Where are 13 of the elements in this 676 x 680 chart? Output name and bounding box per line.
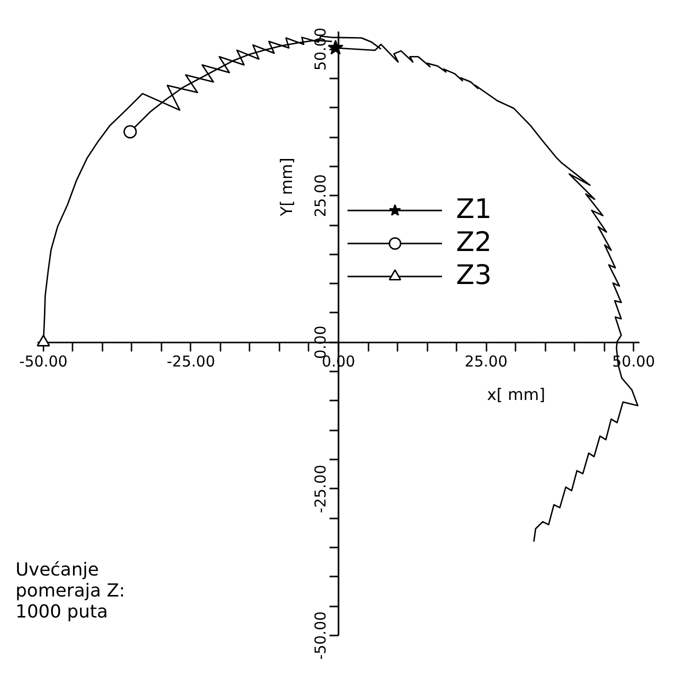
legend-label: Z3 [456, 260, 492, 291]
x-axis-title: x[ mm] [486, 384, 546, 404]
x-tick-label: -25.00 [166, 352, 216, 370]
y-tick-label: -25.00 [312, 464, 330, 514]
y-tick-label: 25.00 [312, 174, 330, 218]
annotation: Uvećanje pomeraja Z: 1000 puta [16, 559, 126, 622]
x-tick-label: 25.00 [464, 352, 508, 370]
y-tick-label: -50.00 [312, 611, 330, 660]
y-axis-title: Y[ mm] [277, 158, 296, 218]
legend-label: Z1 [456, 194, 492, 225]
legend-label: Z2 [456, 227, 492, 258]
y-tick-label: 50.00 [312, 28, 330, 71]
x-tick-label: -50.00 [19, 352, 68, 370]
